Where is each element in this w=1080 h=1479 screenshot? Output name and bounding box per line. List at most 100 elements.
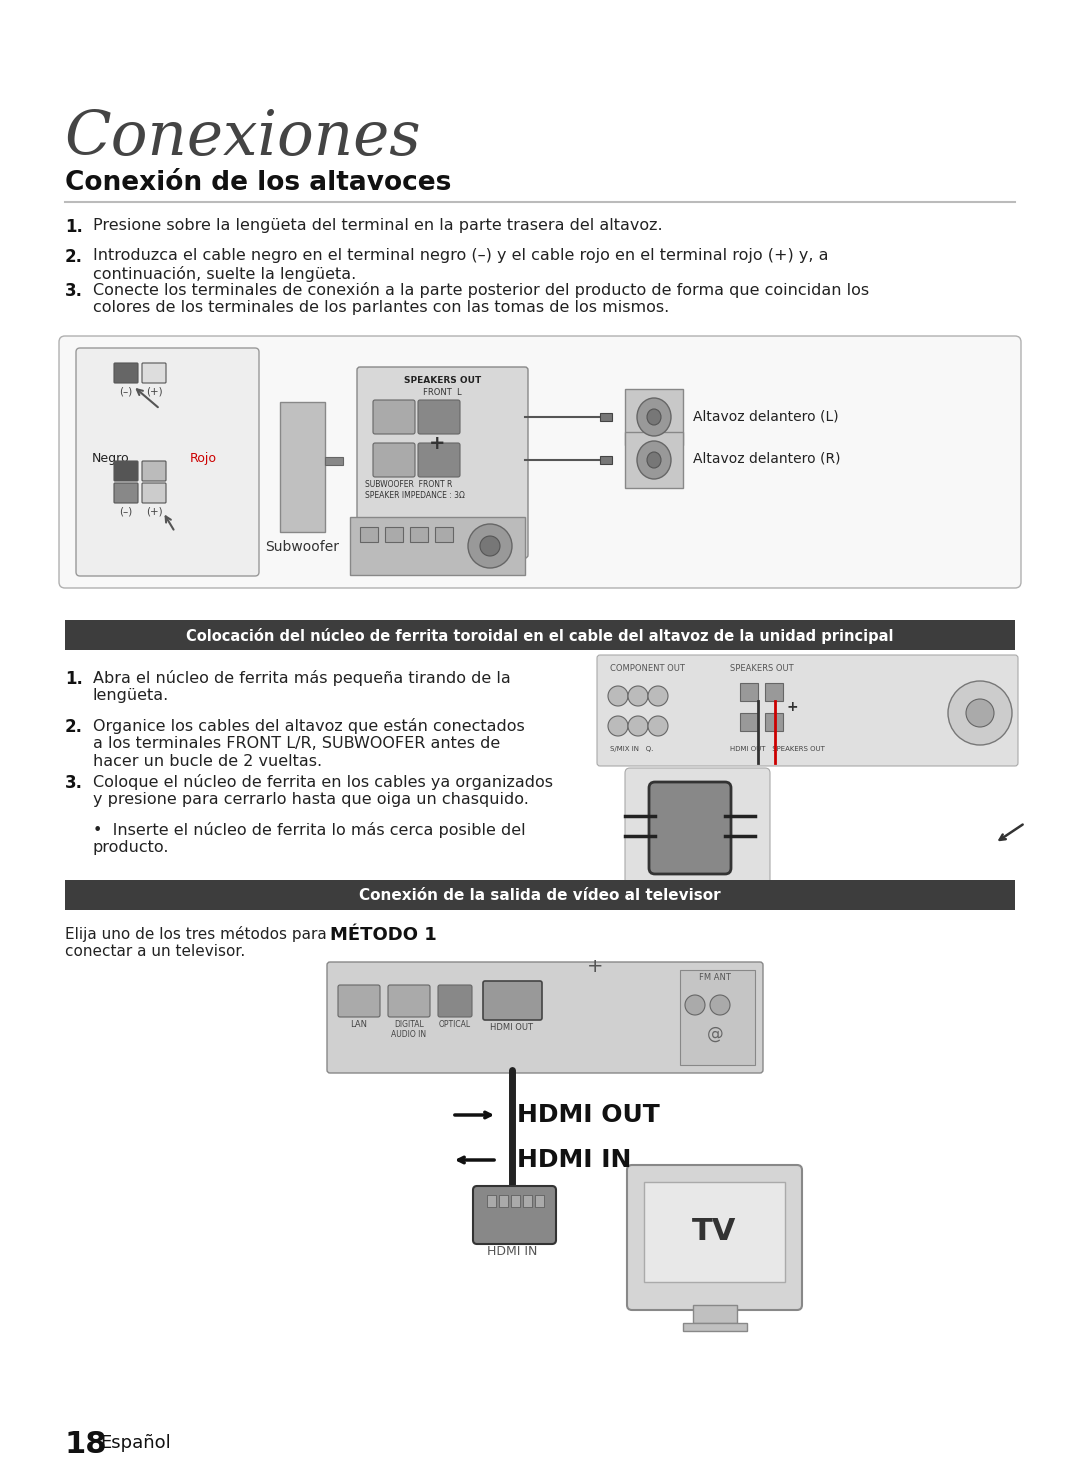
Text: 1.: 1. bbox=[65, 670, 83, 688]
FancyBboxPatch shape bbox=[473, 1186, 556, 1244]
Text: 2.: 2. bbox=[65, 248, 83, 266]
Ellipse shape bbox=[647, 453, 661, 467]
Ellipse shape bbox=[647, 410, 661, 424]
Circle shape bbox=[608, 716, 627, 737]
Text: +: + bbox=[786, 700, 798, 714]
Text: Altavoz delantero (R): Altavoz delantero (R) bbox=[693, 453, 840, 466]
FancyBboxPatch shape bbox=[418, 444, 460, 478]
Text: HDMI IN: HDMI IN bbox=[517, 1148, 632, 1171]
Text: Organice los cables del altavoz que están conectados
a los terminales FRONT L/R,: Organice los cables del altavoz que está… bbox=[93, 717, 525, 769]
FancyBboxPatch shape bbox=[625, 768, 770, 893]
Text: HDMI OUT: HDMI OUT bbox=[490, 1023, 534, 1032]
Text: Altavoz delantero (L): Altavoz delantero (L) bbox=[693, 410, 839, 423]
Text: SPEAKERS OUT: SPEAKERS OUT bbox=[730, 664, 794, 673]
Text: HDMI OUT   SPEAKERS OUT: HDMI OUT SPEAKERS OUT bbox=[730, 745, 825, 751]
FancyBboxPatch shape bbox=[76, 348, 259, 575]
FancyBboxPatch shape bbox=[141, 484, 166, 503]
Circle shape bbox=[648, 716, 669, 737]
FancyBboxPatch shape bbox=[114, 461, 138, 481]
Bar bbox=[683, 1324, 746, 1331]
Text: 3.: 3. bbox=[65, 774, 83, 791]
Text: TV: TV bbox=[692, 1217, 737, 1247]
Bar bbox=[435, 527, 453, 541]
Text: 2.: 2. bbox=[65, 717, 83, 737]
Bar bbox=[384, 527, 403, 541]
Text: Conecte los terminales de conexión a la parte posterior del producto de forma qu: Conecte los terminales de conexión a la … bbox=[93, 282, 869, 315]
Bar bbox=[644, 1182, 785, 1282]
Circle shape bbox=[948, 680, 1012, 745]
Ellipse shape bbox=[637, 441, 671, 479]
FancyBboxPatch shape bbox=[141, 461, 166, 481]
Text: (–): (–) bbox=[120, 387, 133, 396]
Circle shape bbox=[627, 686, 648, 705]
Text: Español: Español bbox=[100, 1435, 171, 1452]
Text: FM ANT: FM ANT bbox=[699, 973, 731, 982]
Text: Conexiones: Conexiones bbox=[65, 108, 421, 169]
FancyBboxPatch shape bbox=[438, 985, 472, 1018]
Text: SUBWOOFER  FRONT R: SUBWOOFER FRONT R bbox=[365, 481, 453, 490]
FancyBboxPatch shape bbox=[597, 655, 1018, 766]
Bar bbox=[410, 527, 428, 541]
Text: 3.: 3. bbox=[65, 282, 83, 300]
Bar bbox=[523, 1195, 532, 1207]
Text: Rojo: Rojo bbox=[190, 453, 217, 464]
Bar bbox=[280, 402, 325, 532]
Circle shape bbox=[710, 995, 730, 1015]
Text: •  Inserte el núcleo de ferrita lo más cerca posible del
producto.: • Inserte el núcleo de ferrita lo más ce… bbox=[93, 822, 526, 855]
Text: Introduzca el cable negro en el terminal negro (–) y el cable rojo en el termina: Introduzca el cable negro en el terminal… bbox=[93, 248, 828, 281]
Circle shape bbox=[468, 524, 512, 568]
Text: COMPONENT OUT: COMPONENT OUT bbox=[610, 664, 685, 673]
Text: OPTICAL: OPTICAL bbox=[438, 1021, 471, 1029]
Bar bbox=[600, 413, 612, 422]
Bar bbox=[360, 527, 378, 541]
Bar bbox=[740, 713, 758, 731]
Text: Colocación del núcleo de ferrita toroidal en el cable del altavoz de la unidad p: Colocación del núcleo de ferrita toroida… bbox=[186, 629, 894, 643]
Bar bbox=[625, 432, 683, 488]
Text: Subwoofer: Subwoofer bbox=[266, 540, 339, 555]
Circle shape bbox=[480, 535, 500, 556]
Text: 1.: 1. bbox=[65, 217, 83, 237]
Text: (+): (+) bbox=[146, 387, 162, 396]
Circle shape bbox=[966, 700, 994, 728]
Bar bbox=[765, 683, 783, 701]
Bar bbox=[740, 683, 758, 701]
FancyBboxPatch shape bbox=[373, 444, 415, 478]
Text: MÉTODO 1: MÉTODO 1 bbox=[330, 926, 436, 944]
Text: FRONT  L: FRONT L bbox=[423, 387, 462, 396]
Bar bbox=[487, 1195, 496, 1207]
Text: SPEAKER IMPEDANCE : 3Ω: SPEAKER IMPEDANCE : 3Ω bbox=[365, 491, 464, 500]
FancyBboxPatch shape bbox=[114, 362, 138, 383]
Bar bbox=[325, 457, 343, 464]
Bar bbox=[600, 456, 612, 464]
Ellipse shape bbox=[637, 398, 671, 436]
FancyBboxPatch shape bbox=[59, 336, 1021, 589]
FancyBboxPatch shape bbox=[418, 399, 460, 433]
Circle shape bbox=[627, 716, 648, 737]
Text: +: + bbox=[586, 957, 604, 976]
Bar bbox=[511, 1195, 519, 1207]
Bar bbox=[65, 620, 1015, 649]
Text: (–): (–) bbox=[120, 506, 133, 516]
Text: Coloque el núcleo de ferrita en los cables ya organizados
y presione para cerrar: Coloque el núcleo de ferrita en los cabl… bbox=[93, 774, 553, 808]
Text: HDMI IN: HDMI IN bbox=[487, 1245, 537, 1259]
Bar bbox=[680, 970, 755, 1065]
Text: Negro: Negro bbox=[92, 453, 130, 464]
Text: Conexión de la salida de vídeo al televisor: Conexión de la salida de vídeo al televi… bbox=[360, 889, 720, 904]
Text: Abra el núcleo de ferrita más pequeña tirando de la
lengüeta.: Abra el núcleo de ferrita más pequeña ti… bbox=[93, 670, 511, 704]
Bar bbox=[499, 1195, 508, 1207]
Text: @: @ bbox=[706, 1025, 724, 1043]
FancyBboxPatch shape bbox=[373, 399, 415, 433]
FancyBboxPatch shape bbox=[483, 981, 542, 1021]
Bar bbox=[65, 880, 1015, 910]
FancyBboxPatch shape bbox=[649, 782, 731, 874]
FancyBboxPatch shape bbox=[338, 985, 380, 1018]
Text: +: + bbox=[429, 433, 446, 453]
Text: (+): (+) bbox=[146, 506, 162, 516]
Text: SPEAKERS OUT: SPEAKERS OUT bbox=[404, 376, 481, 385]
Bar bbox=[350, 518, 525, 575]
Bar bbox=[765, 713, 783, 731]
FancyBboxPatch shape bbox=[627, 1165, 802, 1310]
Text: Presione sobre la lengüeta del terminal en la parte trasera del altavoz.: Presione sobre la lengüeta del terminal … bbox=[93, 217, 663, 234]
Text: 18: 18 bbox=[65, 1430, 108, 1458]
Text: S/MIX IN   Q.: S/MIX IN Q. bbox=[610, 745, 653, 751]
